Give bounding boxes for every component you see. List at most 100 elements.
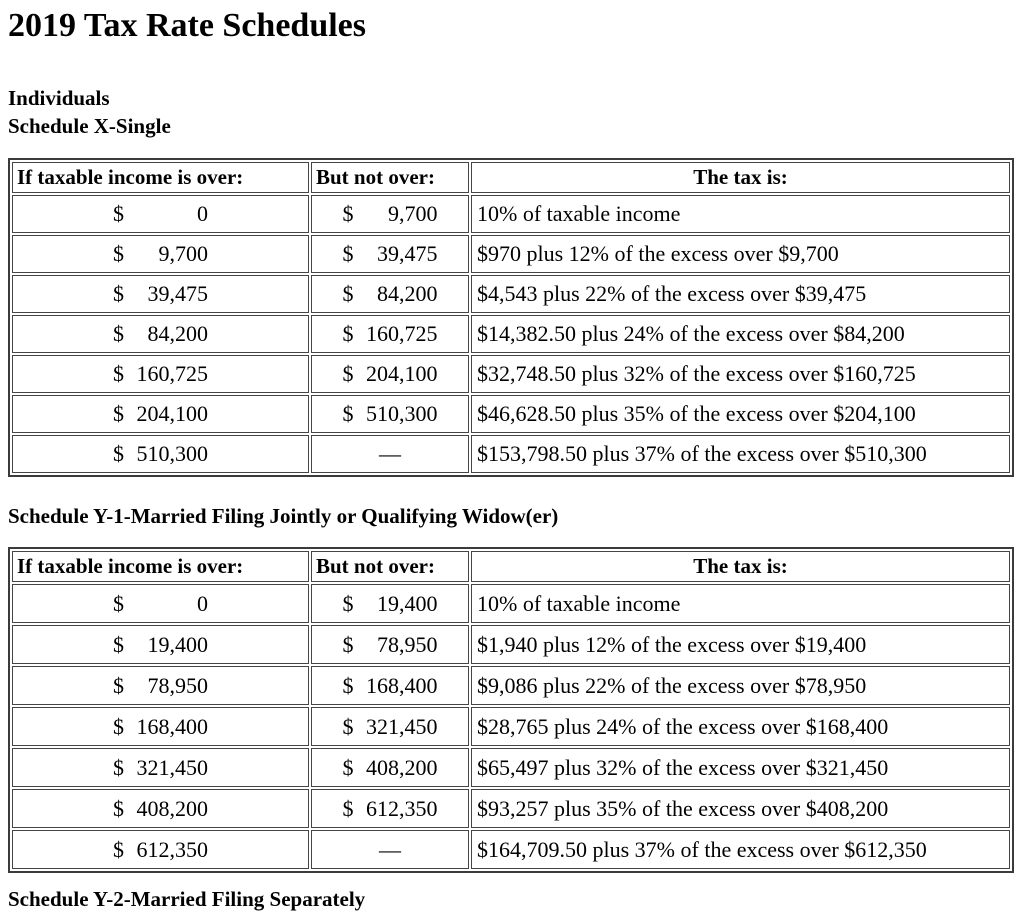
table-row: $9,700 $39,475 $970 plus 12% of the excess… bbox=[12, 235, 1010, 273]
dollar-sign: $ bbox=[342, 201, 354, 226]
amount-cell: $612,350 bbox=[12, 830, 309, 869]
amount-cell: $0 bbox=[12, 584, 309, 623]
amount-cell: $168,400 bbox=[12, 707, 309, 746]
money-value: $9,700 bbox=[113, 241, 208, 267]
table-row: $408,200 $612,350 $93,257 plus 35% of the … bbox=[12, 789, 1010, 828]
tax-formula-cell: 10% of taxable income bbox=[471, 195, 1010, 233]
header-but-not-over: But not over: bbox=[311, 551, 469, 582]
amount-cell: $78,950 bbox=[12, 666, 309, 705]
money-value: $78,950 bbox=[113, 673, 208, 699]
money-value: $19,400 bbox=[113, 632, 208, 658]
dollar-sign: $ bbox=[113, 241, 124, 266]
money-value: $321,450 bbox=[113, 755, 208, 781]
table-row: $168,400 $321,450 $28,765 plus 24% of the … bbox=[12, 707, 1010, 746]
tax-formula-cell: 10% of taxable income bbox=[471, 584, 1010, 623]
table-row: $0 $19,400 10% of taxable income bbox=[12, 584, 1010, 623]
amount-cell: $0 bbox=[12, 195, 309, 233]
amount-value: 19,400 bbox=[147, 631, 209, 657]
tax-formula-cell: $14,382.50 plus 24% of the excess over $… bbox=[471, 315, 1010, 353]
cropped-next-section-heading: Schedule Y-2-Married Filing Separately bbox=[8, 887, 366, 911]
amount-value: 9,700 bbox=[388, 201, 438, 226]
dollar-sign: $ bbox=[342, 590, 354, 616]
money-value: $612,350 bbox=[343, 796, 438, 822]
amount-value: 0 bbox=[197, 590, 208, 616]
amount-cell: $408,200 bbox=[311, 748, 469, 787]
dollar-sign: $ bbox=[342, 321, 354, 346]
money-value: $408,200 bbox=[343, 755, 438, 781]
amount-value: 612,350 bbox=[366, 795, 438, 821]
money-value: $0 bbox=[113, 201, 208, 227]
table-row: $321,450 $408,200 $65,497 plus 32% of the … bbox=[12, 748, 1010, 787]
table-header-row: If taxable income is over: But not over:… bbox=[12, 551, 1010, 582]
intro-block: Individuals Schedule X-Single bbox=[8, 84, 1024, 140]
dollar-sign: $ bbox=[342, 795, 354, 821]
table-row: $160,725 $204,100 $32,748.50 plus 32% of t… bbox=[12, 355, 1010, 393]
schedule-y1-heading: Schedule Y-1-Married Filing Jointly or Q… bbox=[8, 504, 559, 528]
money-value: $204,100 bbox=[343, 361, 438, 387]
amount-cell: $39,475 bbox=[12, 275, 309, 313]
money-value: $321,450 bbox=[343, 714, 438, 740]
dollar-sign: $ bbox=[113, 401, 124, 426]
schedule-x-single-body: $0 $9,700 10% of taxable income $9,700 $39,4… bbox=[12, 195, 1010, 473]
tax-formula-cell: $164,709.50 plus 37% of the excess over … bbox=[471, 830, 1010, 869]
table-row: $39,475 $84,200 $4,543 plus 22% of the exc… bbox=[12, 275, 1010, 313]
dollar-sign: $ bbox=[342, 713, 354, 739]
amount-value: 78,950 bbox=[147, 672, 209, 698]
tax-formula-cell: $9,086 plus 22% of the excess over $78,9… bbox=[471, 666, 1010, 705]
dollar-sign: $ bbox=[113, 631, 124, 657]
tax-formula-cell: $970 plus 12% of the excess over $9,700 bbox=[471, 235, 1010, 273]
amount-cell: $160,725 bbox=[311, 315, 469, 353]
amount-cell: $168,400 bbox=[311, 666, 469, 705]
dollar-sign: $ bbox=[113, 672, 124, 698]
header-income-over: If taxable income is over: bbox=[12, 551, 309, 582]
amount-value: 160,725 bbox=[366, 321, 438, 346]
amount-cell: $204,100 bbox=[12, 395, 309, 433]
tax-formula-cell: $93,257 plus 35% of the excess over $408… bbox=[471, 789, 1010, 828]
dollar-sign: $ bbox=[113, 795, 124, 821]
amount-cell: $321,450 bbox=[311, 707, 469, 746]
money-value: $39,475 bbox=[343, 241, 438, 267]
dollar-sign: $ bbox=[113, 201, 124, 226]
money-value: $168,400 bbox=[113, 714, 208, 740]
amount-value: 408,200 bbox=[136, 795, 209, 821]
amount-cell: $408,200 bbox=[12, 789, 309, 828]
dollar-sign: $ bbox=[342, 241, 354, 266]
table-row: $204,100 $510,300 $46,628.50 plus 35% of t… bbox=[12, 395, 1010, 433]
amount-value: 510,300 bbox=[366, 401, 438, 426]
tax-formula-cell: $32,748.50 plus 32% of the excess over $… bbox=[471, 355, 1010, 393]
schedule-y1-body: $0 $19,400 10% of taxable income $19,400 $78… bbox=[12, 584, 1010, 869]
no-upper-limit-dash: — bbox=[311, 435, 469, 473]
amount-value: 39,475 bbox=[147, 281, 209, 306]
tax-formula-cell: $1,940 plus 12% of the excess over $19,4… bbox=[471, 625, 1010, 664]
dollar-sign: $ bbox=[113, 590, 124, 616]
amount-cell: $204,100 bbox=[311, 355, 469, 393]
amount-cell: $78,950 bbox=[311, 625, 469, 664]
amount-value: 510,300 bbox=[136, 441, 209, 466]
amount-value: 160,725 bbox=[136, 361, 209, 386]
schedule-x-single-table: If taxable income is over: But not over:… bbox=[8, 158, 1014, 477]
dollar-sign: $ bbox=[342, 631, 354, 657]
money-value: $84,200 bbox=[113, 321, 208, 347]
money-value: $160,725 bbox=[113, 361, 208, 387]
dollar-sign: $ bbox=[113, 754, 124, 780]
amount-value: 39,475 bbox=[377, 241, 438, 266]
amount-cell: $19,400 bbox=[311, 584, 469, 623]
amount-cell: $84,200 bbox=[311, 275, 469, 313]
amount-value: 168,400 bbox=[366, 672, 438, 698]
dollar-sign: $ bbox=[113, 441, 124, 466]
amount-cell: $84,200 bbox=[12, 315, 309, 353]
money-value: $19,400 bbox=[343, 591, 438, 617]
amount-value: 408,200 bbox=[366, 754, 438, 780]
table-row: $84,200 $160,725 $14,382.50 plus 24% of th… bbox=[12, 315, 1010, 353]
dollar-sign: $ bbox=[342, 754, 354, 780]
amount-cell: $160,725 bbox=[12, 355, 309, 393]
table-header-row: If taxable income is over: But not over:… bbox=[12, 162, 1010, 193]
amount-value: 78,950 bbox=[377, 631, 438, 657]
money-value: $408,200 bbox=[113, 796, 208, 822]
amount-value: 84,200 bbox=[377, 281, 438, 306]
money-value: $39,475 bbox=[113, 281, 208, 307]
tax-formula-cell: $65,497 plus 32% of the excess over $321… bbox=[471, 748, 1010, 787]
tax-formula-cell: $28,765 plus 24% of the excess over $168… bbox=[471, 707, 1010, 746]
money-value: $510,300 bbox=[113, 441, 208, 467]
